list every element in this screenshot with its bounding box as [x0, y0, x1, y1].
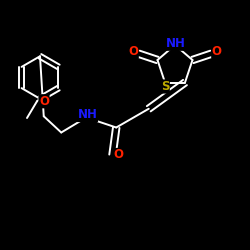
- Text: NH: NH: [78, 108, 98, 122]
- Text: O: O: [212, 45, 222, 58]
- Text: S: S: [161, 80, 169, 93]
- Text: O: O: [128, 45, 138, 58]
- Text: O: O: [113, 148, 123, 162]
- Text: NH: NH: [166, 37, 186, 50]
- Text: O: O: [39, 95, 49, 108]
